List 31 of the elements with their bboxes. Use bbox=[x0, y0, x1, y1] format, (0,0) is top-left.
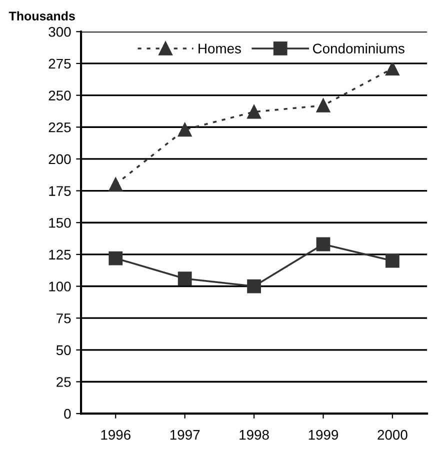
point bbox=[316, 98, 330, 112]
y-tick-label: 225 bbox=[48, 122, 71, 132]
point bbox=[386, 62, 400, 76]
point bbox=[178, 122, 192, 137]
point bbox=[316, 237, 330, 252]
y-tick-label: 275 bbox=[48, 58, 71, 69]
y-tick-label: 0 bbox=[64, 408, 71, 419]
y-tick-label: 250 bbox=[48, 90, 71, 100]
x-tick-label: 1998 bbox=[240, 430, 269, 440]
x-tick-label: 1997 bbox=[170, 430, 200, 440]
y-tick-label: 50 bbox=[56, 345, 71, 356]
y-tick-label: 25 bbox=[56, 377, 71, 387]
legend-label: Condominiums bbox=[313, 43, 404, 54]
y-tick-label: 125 bbox=[49, 250, 71, 260]
point bbox=[178, 272, 192, 286]
y-tick-label: 150 bbox=[49, 218, 71, 228]
y-tick-label: 200 bbox=[48, 154, 71, 164]
point bbox=[108, 251, 123, 266]
x-tick-label: 2000 bbox=[378, 430, 408, 440]
point bbox=[386, 254, 400, 268]
point bbox=[247, 279, 261, 294]
x-tick-label: 1996 bbox=[101, 430, 130, 440]
y-tick-label: 300 bbox=[48, 26, 71, 37]
legend-label: Homes bbox=[198, 44, 241, 54]
y-axis-title: Thousands bbox=[8, 11, 75, 20]
y-tick-label: 175 bbox=[49, 186, 71, 196]
y-tick-label: 75 bbox=[56, 314, 71, 324]
y-tick-label: 100 bbox=[49, 282, 71, 292]
point bbox=[247, 104, 261, 119]
x-tick-label: 1999 bbox=[308, 430, 338, 440]
point bbox=[108, 177, 123, 192]
